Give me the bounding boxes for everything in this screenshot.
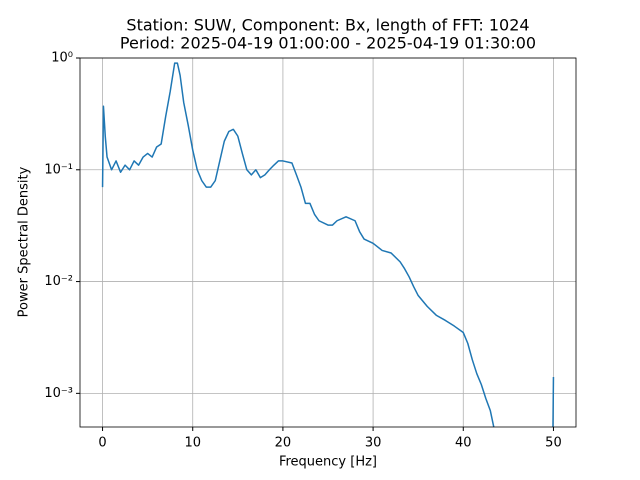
- x-tick-label: 20: [275, 436, 292, 451]
- x-axis-label: Frequency [Hz]: [279, 455, 377, 470]
- y-tick-label: 10⁻²: [44, 274, 73, 289]
- x-tick-label: 40: [455, 436, 472, 451]
- x-tick-label: 10: [184, 436, 201, 451]
- y-axis-label: Power Spectral Density: [17, 166, 32, 317]
- x-tick-label: 30: [365, 436, 382, 451]
- chart-title: Station: SUW, Component: Bx, length of F…: [126, 16, 529, 35]
- data-line: [101, 62, 555, 427]
- y-tick-label: 10⁻¹: [44, 162, 73, 177]
- chart-title: Period: 2025-04-19 01:00:00 - 2025-04-19…: [120, 34, 536, 53]
- x-tick-label: 0: [98, 436, 106, 451]
- y-tick-label: 10⁰: [51, 51, 73, 66]
- plot-frame: [79, 57, 577, 428]
- y-tick-label: 10⁻³: [44, 386, 73, 401]
- x-tick-label: 50: [545, 436, 562, 451]
